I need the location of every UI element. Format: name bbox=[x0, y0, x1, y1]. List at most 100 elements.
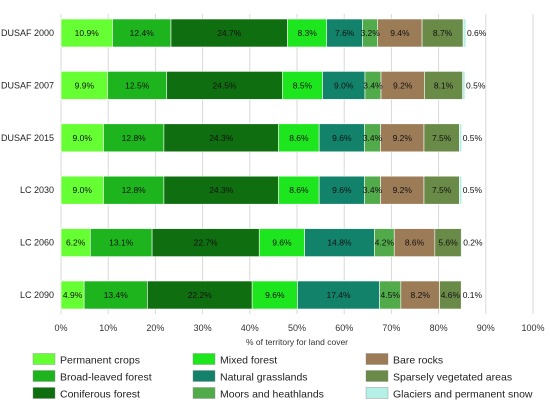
value-label: 10.9% bbox=[75, 28, 100, 38]
legend-label: Natural grasslands bbox=[220, 372, 308, 384]
x-tick-label: 10% bbox=[99, 323, 117, 333]
bar-segment bbox=[459, 175, 463, 205]
value-label: 9.0% bbox=[73, 133, 93, 143]
value-label: 9.4% bbox=[390, 28, 410, 38]
legend-swatch bbox=[32, 387, 56, 399]
value-label: 8.3% bbox=[297, 28, 317, 38]
bar-segment bbox=[60, 123, 104, 153]
bar-segment bbox=[89, 228, 153, 257]
value-label: 9.9% bbox=[75, 80, 95, 90]
legend-swatch bbox=[365, 387, 389, 399]
bar-segment bbox=[434, 228, 462, 257]
x-tick-label: 80% bbox=[430, 323, 448, 333]
value-label: 17.4% bbox=[326, 290, 351, 300]
bar-segment bbox=[297, 280, 380, 310]
value-label: 3.4% bbox=[363, 133, 383, 143]
value-label: 0.6% bbox=[467, 28, 487, 38]
value-label: 9.2% bbox=[393, 185, 413, 195]
bar-segment bbox=[322, 71, 366, 100]
bar-segment bbox=[423, 123, 460, 153]
value-label: 9.6% bbox=[265, 290, 285, 300]
value-label: 4.5% bbox=[381, 290, 401, 300]
bar-segment bbox=[318, 123, 365, 153]
legend-swatch bbox=[32, 370, 56, 382]
bar-segment bbox=[107, 71, 168, 100]
value-label: 12.5% bbox=[125, 80, 150, 90]
bar-segment bbox=[163, 123, 279, 153]
value-label: 3.4% bbox=[363, 185, 383, 195]
value-label: 22.7% bbox=[194, 238, 219, 248]
bar-segment bbox=[278, 123, 320, 153]
x-tick-label: 0% bbox=[54, 323, 67, 333]
value-label: 3.2% bbox=[360, 28, 380, 38]
value-label: 7.5% bbox=[432, 185, 452, 195]
x-tick-label: 90% bbox=[477, 323, 495, 333]
bar-segment bbox=[377, 18, 423, 48]
value-label: 8.6% bbox=[289, 133, 309, 143]
legend-swatch bbox=[192, 387, 216, 399]
bar-segment bbox=[460, 228, 463, 257]
value-label: 8.1% bbox=[434, 80, 454, 90]
category-label: LC 2030 bbox=[20, 185, 54, 195]
value-label: 13.4% bbox=[104, 290, 129, 300]
bar-segment bbox=[103, 175, 165, 205]
value-label: 0.1% bbox=[463, 290, 483, 300]
x-axis-ticks: 0% 10% 20% 30% 40% 50% 60% 70% 80% 90% 100% bbox=[54, 323, 544, 333]
value-label: 22.2% bbox=[188, 290, 213, 300]
value-label: 24.3% bbox=[209, 133, 234, 143]
bar-segment bbox=[462, 18, 467, 48]
gridlines bbox=[60, 14, 534, 314]
category-label: LC 2090 bbox=[20, 290, 54, 300]
value-label: 9.2% bbox=[393, 133, 413, 143]
value-label: 14.8% bbox=[327, 238, 352, 248]
value-label: 4.9% bbox=[63, 290, 83, 300]
bar-segment bbox=[282, 71, 323, 100]
x-tick-label: 20% bbox=[146, 323, 164, 333]
legend-label: Mixed forest bbox=[220, 355, 277, 367]
bar-segment bbox=[460, 280, 463, 310]
value-label: 9.6% bbox=[272, 238, 292, 248]
value-label: 8.5% bbox=[293, 80, 313, 90]
value-label: 9.2% bbox=[393, 80, 413, 90]
bar-segment bbox=[258, 228, 305, 257]
value-label: 0.2% bbox=[463, 238, 483, 248]
bar-segment bbox=[147, 280, 253, 310]
category-label: LC 2060 bbox=[20, 238, 54, 248]
category-label: DUSAF 2015 bbox=[1, 133, 54, 143]
x-tick-label: 60% bbox=[335, 323, 353, 333]
x-tick-label: 50% bbox=[288, 323, 306, 333]
bar-segment bbox=[251, 280, 298, 310]
x-tick-label: 30% bbox=[194, 323, 212, 333]
legend-swatch bbox=[192, 353, 216, 365]
legend-label: Bare rocks bbox=[393, 355, 443, 367]
value-label: 6.2% bbox=[66, 238, 86, 248]
legend-swatch bbox=[365, 353, 389, 365]
bar-segment bbox=[380, 123, 425, 153]
bar-segment bbox=[393, 228, 436, 257]
legend-swatch bbox=[32, 353, 56, 365]
value-label: 4.2% bbox=[375, 238, 395, 248]
value-label: 12.8% bbox=[122, 133, 147, 143]
legend-label: Coniferous forest bbox=[60, 389, 140, 401]
value-label: 7.5% bbox=[432, 133, 452, 143]
bar-segment bbox=[112, 18, 172, 48]
value-label: 24.3% bbox=[209, 185, 234, 195]
value-label: 8.6% bbox=[289, 185, 309, 195]
value-label: 9.0% bbox=[334, 80, 354, 90]
value-label: 9.0% bbox=[73, 185, 93, 195]
legend: Permanent crops Broad-leaved forest Conife… bbox=[32, 353, 533, 401]
legend-label: Permanent crops bbox=[60, 355, 140, 367]
bar-segment bbox=[380, 175, 425, 205]
value-label: 5.6% bbox=[438, 238, 458, 248]
bar-segment bbox=[170, 18, 288, 48]
value-label: 4.6% bbox=[441, 290, 461, 300]
bar-segment bbox=[278, 175, 320, 205]
category-label: DUSAF 2007 bbox=[1, 80, 54, 90]
value-label: 8.7% bbox=[433, 28, 453, 38]
value-label: 24.5% bbox=[212, 80, 237, 90]
category-labels: DUSAF 2000 DUSAF 2007 DUSAF 2015 LC 2030 LC … bbox=[1, 28, 54, 300]
value-label: 12.8% bbox=[122, 185, 147, 195]
x-axis-title: % of territory for land cover bbox=[246, 337, 348, 347]
bar-segment bbox=[60, 71, 109, 100]
value-label: 12.4% bbox=[130, 28, 155, 38]
